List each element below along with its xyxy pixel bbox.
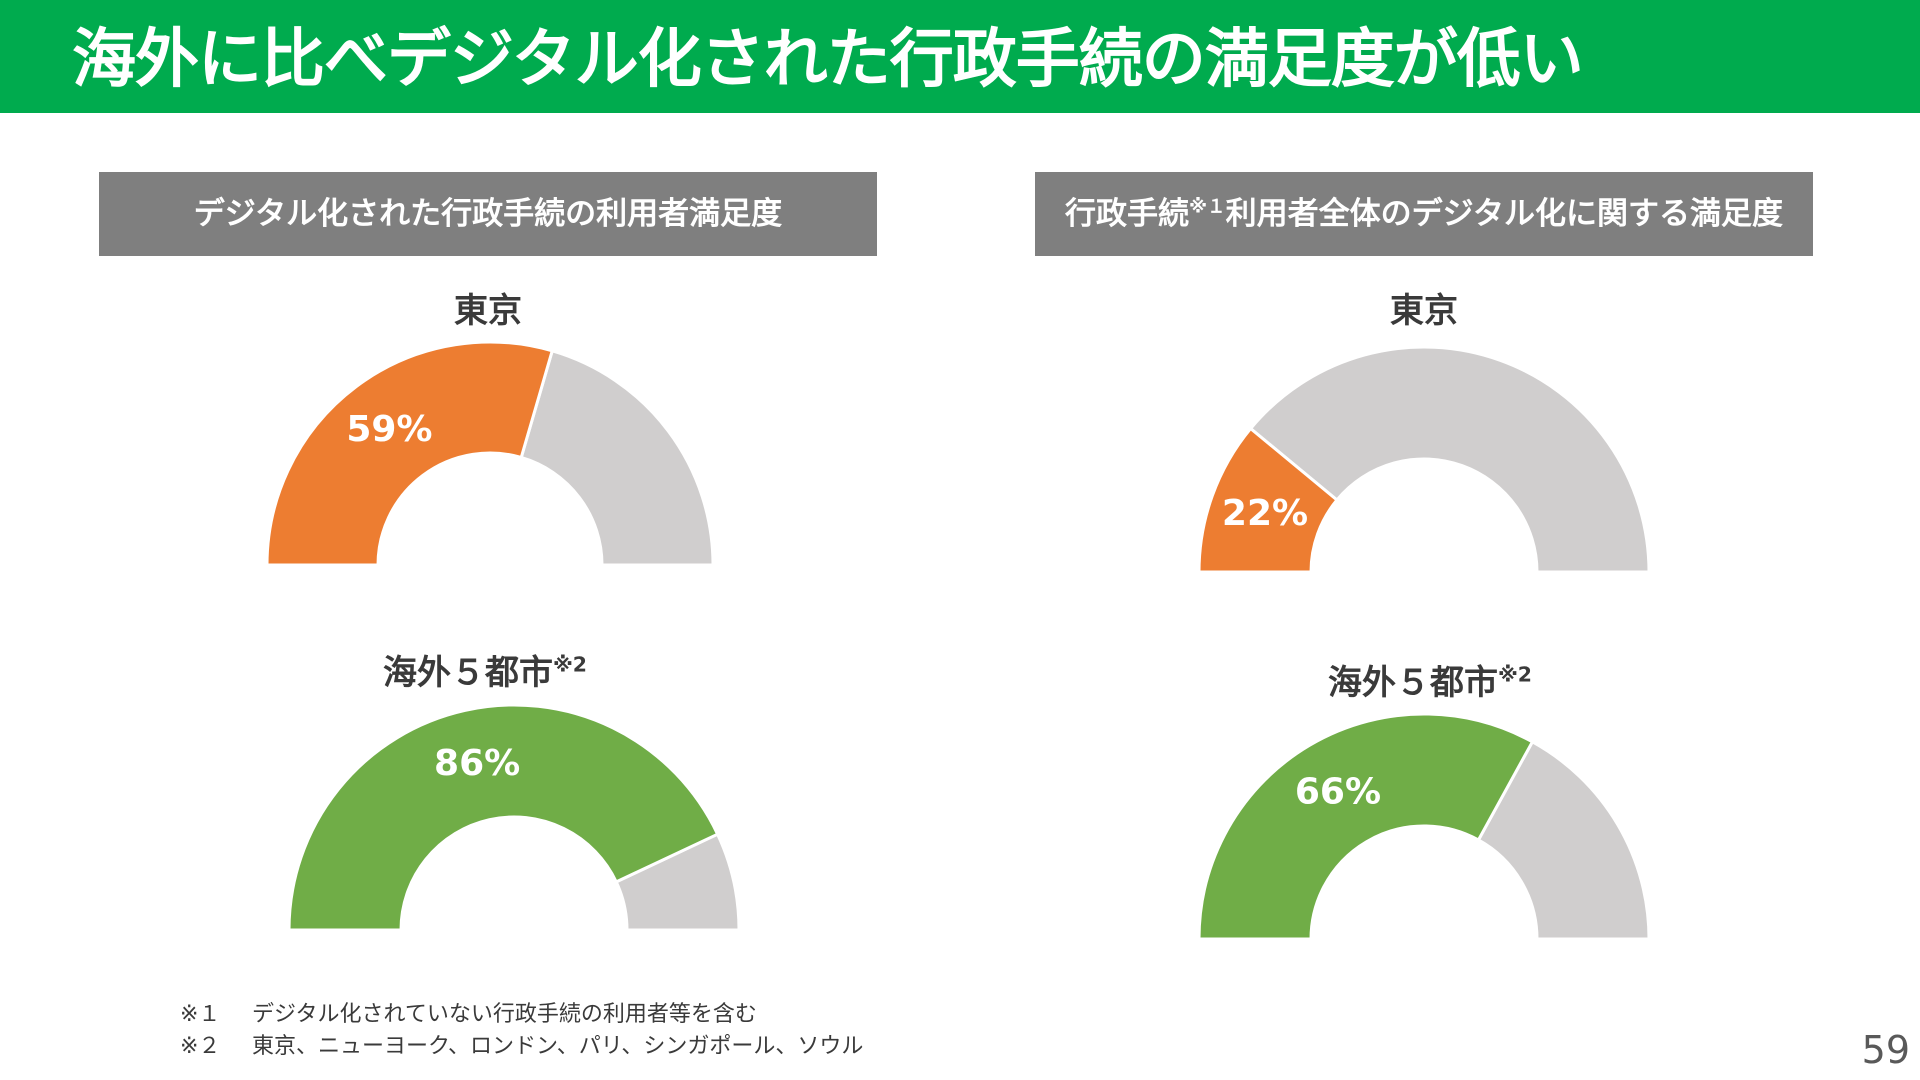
gauge-left-tokyo-value-label: 59% (346, 409, 432, 450)
panel-header-right: 行政手続※１利用者全体のデジタル化に関する満足度 (1035, 172, 1813, 256)
panel-header-right-text-before: 行政手続 (1064, 196, 1189, 232)
gauge-label-overseas-right: 海外５都市※2 (1260, 658, 1600, 708)
gauge-label-overseas-right-note: ※2 (1497, 662, 1532, 687)
gauge-right-overseas-remainder (1476, 739, 1651, 941)
panel-header-right-note: ※１ (1188, 196, 1226, 218)
footnote-2-mark: ※２ (180, 1034, 221, 1059)
gauge-left-overseas-remainder (614, 832, 741, 932)
gauge-left-tokyo-value-arc (265, 340, 555, 567)
gauge-label-overseas-left-text: 海外５都市 (382, 653, 553, 693)
footnote-2: ※２ 東京、ニューヨーク、ロンドン、パリ、シンガポール、ソウル (180, 1031, 863, 1063)
gauge-label-overseas-right-text: 海外５都市 (1327, 663, 1498, 703)
panel-header-left: デジタル化された行政手続の利用者満足度 (99, 172, 877, 256)
footnote-1-mark: ※１ (180, 1002, 221, 1027)
gauge-right-overseas-value-label: 66% (1295, 772, 1381, 813)
gauge-right-tokyo-remainder (1248, 345, 1651, 574)
gauge-right-tokyo-value-arc (1197, 426, 1340, 574)
footnote-1: ※１ デジタル化されていない行政手続の利用者等を含む (180, 999, 757, 1031)
gauge-label-tokyo-right: 東京 (1390, 291, 1458, 331)
gauge-left-overseas-value-label: 86% (434, 743, 520, 784)
gauge-right-overseas-value-arc (1197, 712, 1535, 941)
title-bar: 海外に比べデジタル化された行政手続の満足度が低い (0, 0, 1920, 113)
gauge-left-overseas-value-arc (287, 703, 720, 932)
footnote-1-text: デジタル化されていない行政手続の利用者等を含む (252, 1002, 757, 1027)
panel-header-right-text-after: 利用者全体のデジタル化に関する満足度 (1225, 196, 1784, 232)
gauge-label-overseas-left: 海外５都市※2 (325, 648, 645, 698)
gauge-label-tokyo-left: 東京 (454, 291, 522, 331)
gauge-left-tokyo-remainder (519, 348, 715, 567)
page-number: 59 (1861, 1028, 1910, 1072)
footnote-2-text: 東京、ニューヨーク、ロンドン、パリ、シンガポール、ソウル (252, 1034, 864, 1059)
page-title: 海外に比べデジタル化された行政手続の満足度が低い (72, 23, 1584, 97)
gauge-label-overseas-left-note: ※2 (552, 652, 587, 677)
gauge-right-tokyo-value-label: 22% (1222, 493, 1308, 534)
